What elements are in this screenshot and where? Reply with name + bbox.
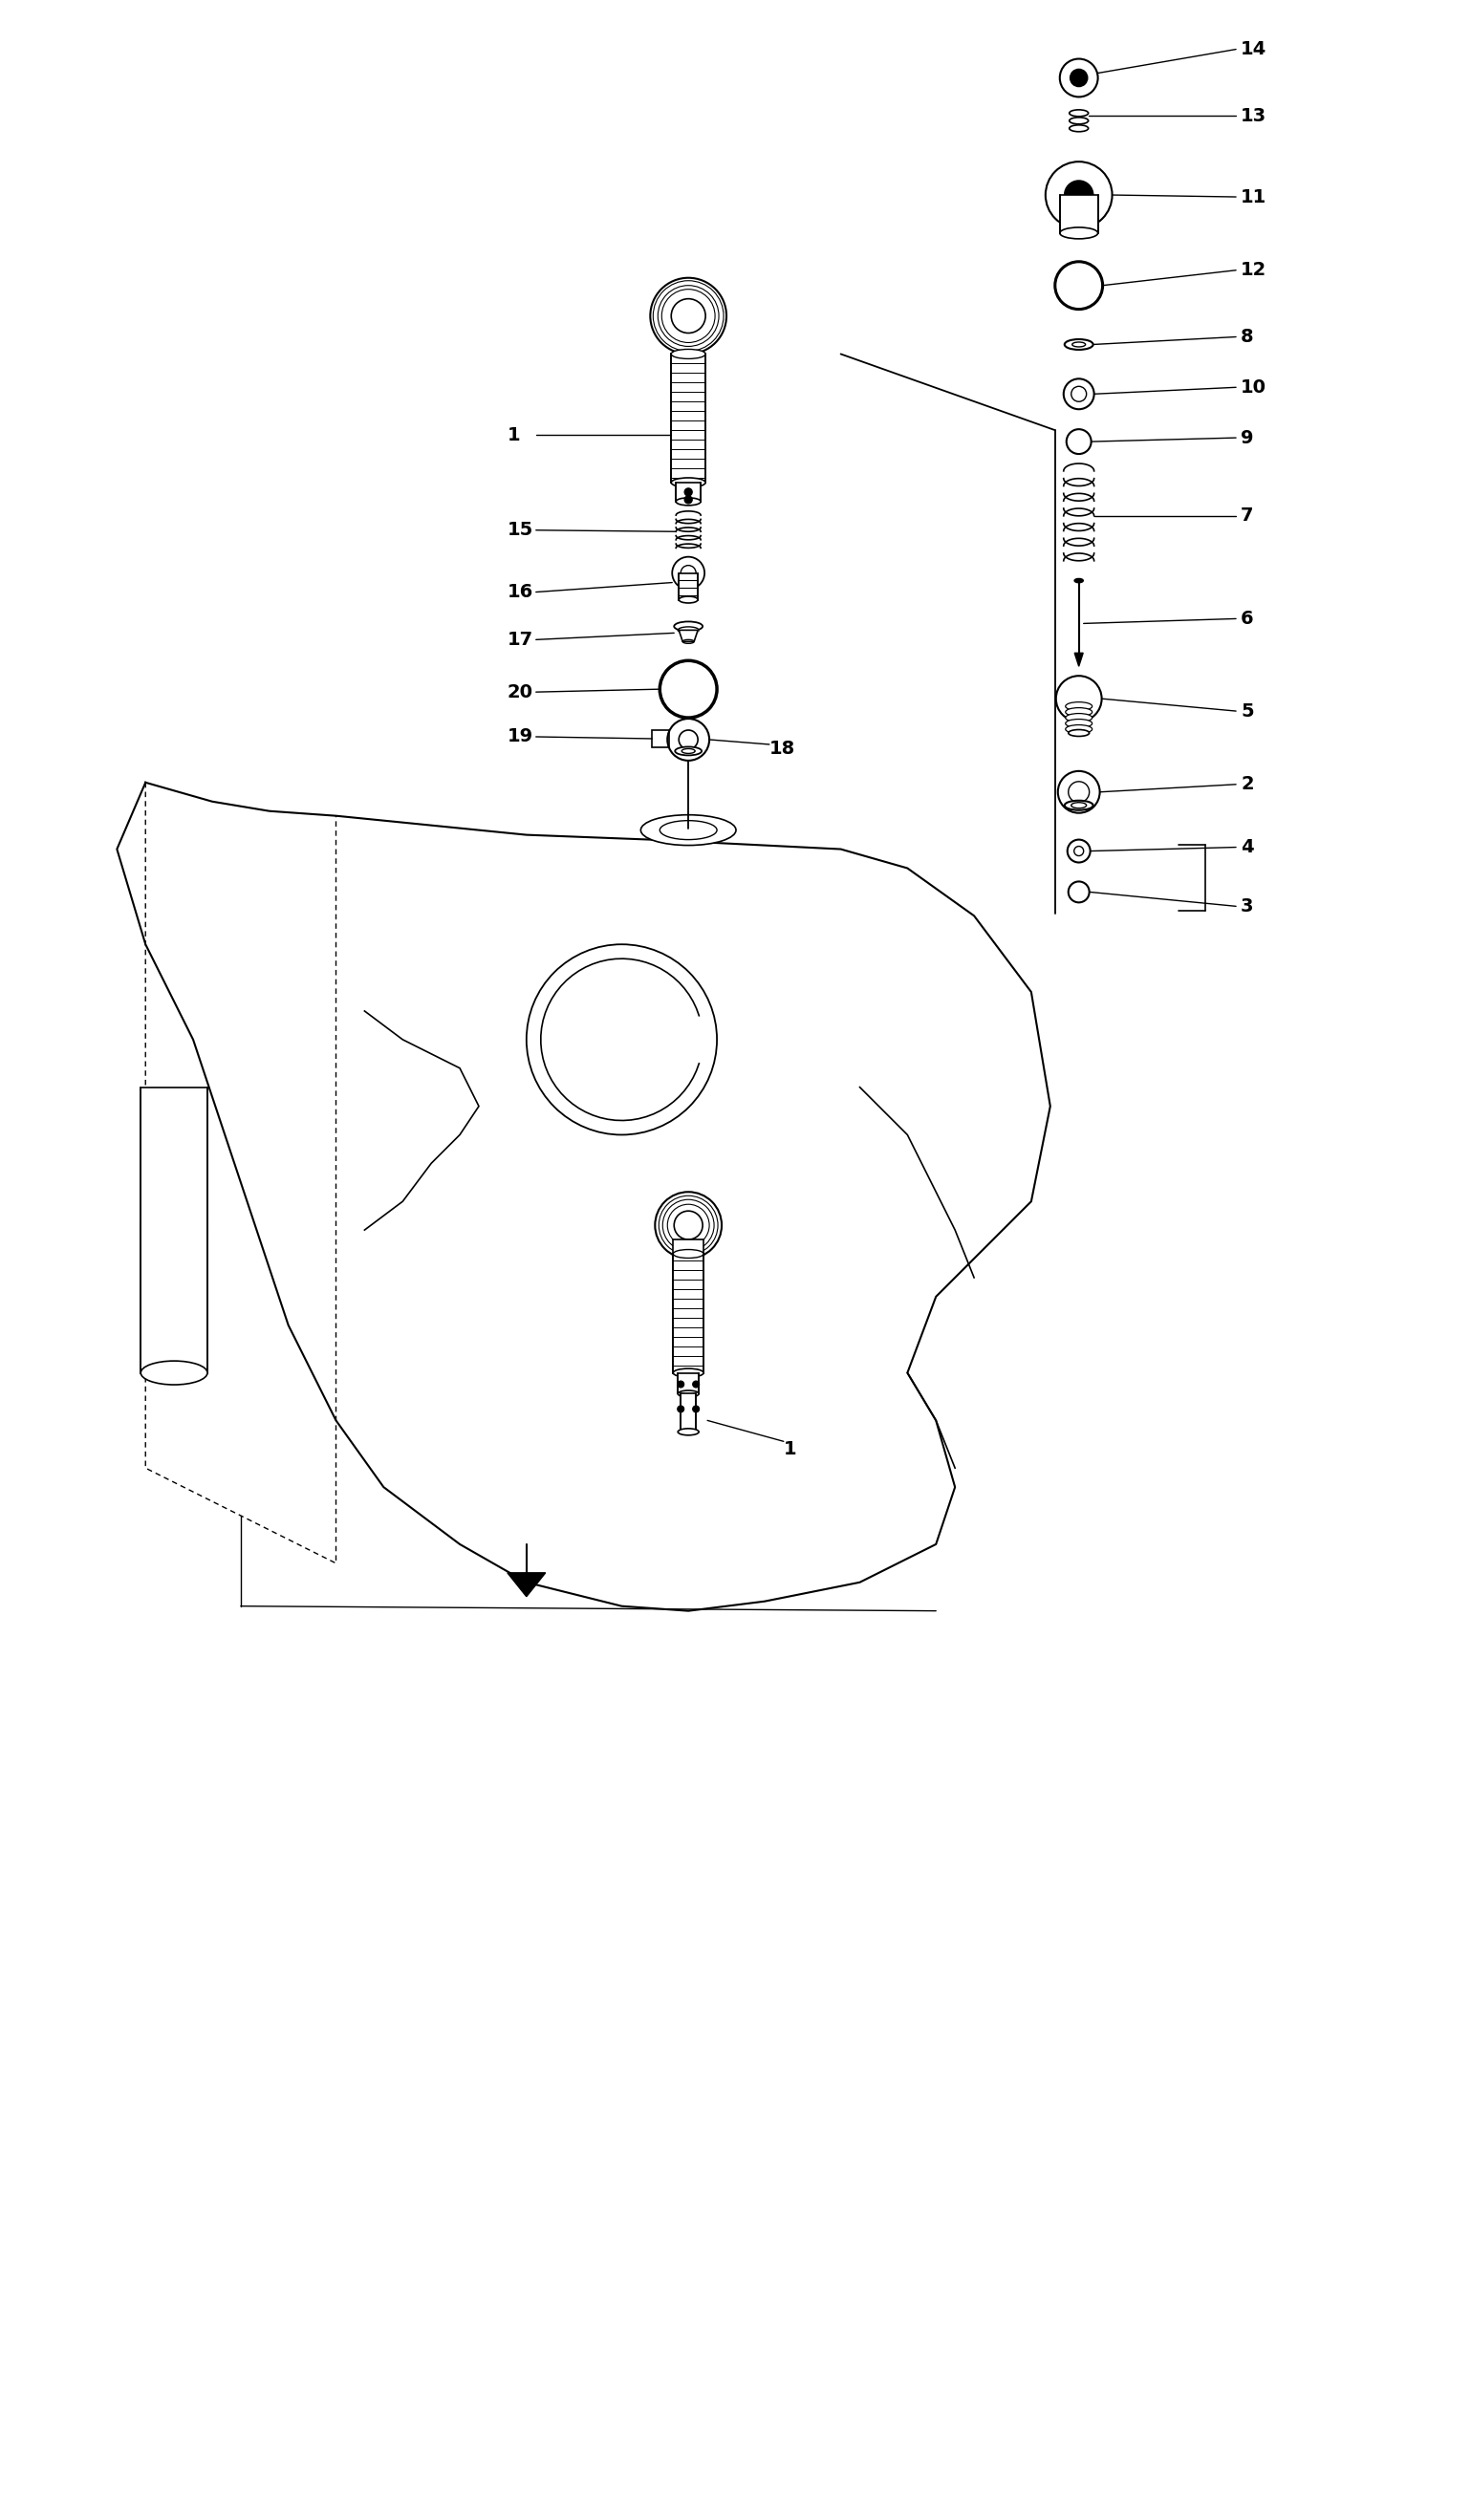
Ellipse shape [1068, 731, 1090, 736]
Bar [1059, 194, 1097, 232]
Text: 17: 17 [507, 630, 534, 648]
Ellipse shape [1071, 801, 1087, 809]
Ellipse shape [678, 1391, 699, 1396]
Ellipse shape [671, 350, 706, 358]
Circle shape [678, 1406, 684, 1411]
Text: 11: 11 [1240, 189, 1267, 207]
Ellipse shape [678, 1429, 699, 1436]
Bar [677, 481, 700, 501]
Text: 16: 16 [507, 582, 534, 602]
Ellipse shape [681, 748, 694, 753]
Text: 20: 20 [507, 683, 533, 701]
Circle shape [655, 1192, 722, 1257]
Polygon shape [507, 1572, 546, 1598]
Text: 6: 6 [1240, 610, 1253, 627]
Circle shape [678, 731, 697, 748]
Text: 7: 7 [1240, 507, 1253, 524]
Text: 10: 10 [1240, 378, 1267, 396]
Circle shape [678, 1381, 684, 1389]
Text: 2: 2 [1240, 776, 1253, 794]
Circle shape [1059, 58, 1097, 96]
Ellipse shape [683, 640, 694, 643]
Ellipse shape [641, 814, 736, 844]
Text: 18: 18 [769, 741, 796, 759]
Text: 1: 1 [784, 1439, 797, 1459]
Circle shape [1046, 161, 1112, 229]
Text: 3: 3 [1240, 897, 1253, 915]
Circle shape [1065, 181, 1093, 209]
Ellipse shape [1065, 708, 1091, 716]
Ellipse shape [1065, 713, 1091, 723]
Polygon shape [116, 784, 1050, 1610]
Text: 8: 8 [1240, 328, 1253, 345]
Bar [141, 1086, 207, 1373]
Circle shape [671, 300, 706, 333]
Ellipse shape [678, 627, 699, 633]
Bar [678, 572, 697, 600]
Text: 1: 1 [507, 426, 521, 444]
Bar [678, 1373, 699, 1394]
Ellipse shape [1065, 340, 1093, 350]
Circle shape [668, 718, 709, 761]
Ellipse shape [674, 1250, 703, 1257]
Circle shape [693, 1381, 699, 1389]
Ellipse shape [674, 622, 703, 630]
Ellipse shape [677, 499, 700, 507]
Text: 15: 15 [507, 522, 534, 539]
Polygon shape [1074, 653, 1083, 665]
Ellipse shape [1065, 703, 1091, 711]
Ellipse shape [141, 1172, 207, 1288]
Ellipse shape [1074, 580, 1083, 582]
Circle shape [684, 489, 693, 496]
Bar [671, 353, 706, 481]
Text: 4: 4 [1240, 839, 1253, 857]
Ellipse shape [1069, 111, 1089, 116]
Text: 12: 12 [1240, 262, 1267, 280]
Text: 5: 5 [1240, 703, 1253, 721]
Ellipse shape [671, 479, 706, 486]
Ellipse shape [1065, 801, 1093, 809]
Ellipse shape [678, 597, 697, 602]
Ellipse shape [141, 1361, 207, 1383]
Text: 19: 19 [507, 728, 534, 746]
Circle shape [674, 1212, 703, 1240]
Circle shape [650, 277, 727, 353]
Ellipse shape [1072, 343, 1086, 348]
Ellipse shape [1065, 718, 1091, 728]
Ellipse shape [1059, 227, 1097, 239]
Bar [674, 1240, 703, 1373]
Circle shape [672, 557, 705, 590]
Circle shape [527, 945, 716, 1134]
Ellipse shape [1069, 118, 1089, 123]
Ellipse shape [1065, 726, 1091, 733]
Bar [652, 731, 669, 748]
Ellipse shape [674, 1368, 703, 1376]
Bar [681, 1394, 696, 1431]
Ellipse shape [675, 746, 702, 756]
Text: 14: 14 [1240, 40, 1267, 58]
Circle shape [693, 1406, 699, 1411]
Text: 13: 13 [1240, 106, 1267, 126]
Circle shape [684, 496, 693, 504]
Polygon shape [678, 630, 697, 643]
Circle shape [1071, 68, 1087, 86]
Text: 9: 9 [1240, 428, 1253, 446]
Ellipse shape [1069, 126, 1089, 131]
